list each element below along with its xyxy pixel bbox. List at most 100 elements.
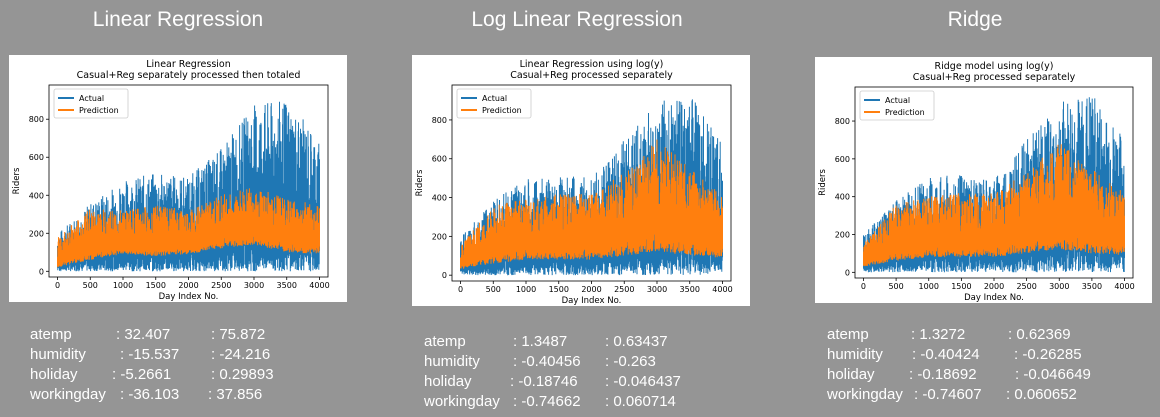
x-tick-label: 2000 xyxy=(178,281,198,290)
x-axis-label: Day Index No. xyxy=(159,292,219,302)
x-tick-label: 2000 xyxy=(581,285,601,294)
coef-value-b: : -0.26285 xyxy=(1014,346,1082,363)
coef-name: humidity xyxy=(424,353,480,370)
coef-value-a: : -15.537 xyxy=(120,346,180,363)
coef-name: humidity xyxy=(827,346,883,363)
coef-name: holiday xyxy=(424,373,472,390)
y-tick-label: 200 xyxy=(29,229,44,238)
coef-value-a: : 1.3272 xyxy=(911,326,966,343)
coef-value-b: : 0.62369 xyxy=(1008,326,1071,343)
y-tick-label: 400 xyxy=(29,191,44,200)
heading-log-linear-regression: Log Linear Regression xyxy=(471,8,683,31)
y-tick-label: 800 xyxy=(432,116,447,125)
y-tick-label: 600 xyxy=(29,153,44,162)
coef-value-b: : -0.046437 xyxy=(605,373,681,390)
coef-name: holiday xyxy=(30,366,78,383)
x-tick-label: 500 xyxy=(83,281,98,290)
y-tick-label: 0 xyxy=(845,268,850,277)
chart-title-line: Casual+Reg processed separately xyxy=(913,72,1076,83)
coef-name: atemp xyxy=(30,326,72,343)
legend-label-prediction: Prediction xyxy=(885,108,925,117)
chart-title-line: Linear Regression xyxy=(146,59,231,70)
y-tick-label: 0 xyxy=(442,271,447,280)
x-axis-label: Day Index No. xyxy=(562,296,622,306)
y-axis-label: Riders xyxy=(415,169,425,196)
x-tick-label: 3500 xyxy=(1082,282,1102,291)
coef-value-b: : -24.216 xyxy=(211,346,271,363)
coef-value-b: : 37.856 xyxy=(208,386,263,403)
coef-value-b: : 0.29893 xyxy=(211,366,274,383)
y-tick-label: 0 xyxy=(39,267,44,276)
coef-value-b: : 75.872 xyxy=(211,326,266,343)
chart-ridge: Ridge model using log(y)Casual+Reg proce… xyxy=(818,61,1135,303)
legend-label-prediction: Prediction xyxy=(79,106,119,115)
legend-label-actual: Actual xyxy=(885,96,910,105)
x-tick-label: 0 xyxy=(861,282,866,291)
chart-panel-linear: Linear Regression Casual+Reg separately p… xyxy=(9,55,347,302)
x-tick-label: 3000 xyxy=(244,281,264,290)
coef-name: workingday xyxy=(827,386,903,403)
y-tick-label: 200 xyxy=(432,232,447,241)
coef-name: holiday xyxy=(827,366,875,383)
chart-panel-ridge: Ridge model using log(y) Casual+Reg proce… xyxy=(815,57,1152,303)
x-tick-label: 1500 xyxy=(146,281,166,290)
x-tick-label: 2500 xyxy=(1016,282,1036,291)
coef-value-a: : -0.74662 xyxy=(513,393,581,410)
x-tick-label: 1500 xyxy=(951,282,971,291)
coef-value-a: : -0.40424 xyxy=(912,346,980,363)
coef-name: workingday xyxy=(424,393,500,410)
coef-value-a: : 32.407 xyxy=(116,326,171,343)
series-prediction-line xyxy=(863,144,1125,267)
series-prediction-line xyxy=(460,139,723,269)
coef-value-a: : -0.18692 xyxy=(909,366,977,383)
x-tick-label: 3000 xyxy=(1049,282,1069,291)
chart-panel-log-linear: Linear Regression using log(y) Casual+Reg… xyxy=(412,55,750,306)
x-axis-label: Day Index No. xyxy=(964,293,1024,303)
x-tick-label: 0 xyxy=(55,281,60,290)
legend-label-prediction: Prediction xyxy=(482,106,522,115)
coef-name: atemp xyxy=(827,326,869,343)
coef-value-b: : 0.060714 xyxy=(605,393,676,410)
x-tick-label: 2500 xyxy=(211,281,231,290)
legend-label-actual: Actual xyxy=(482,94,507,103)
x-tick-label: 2000 xyxy=(984,282,1004,291)
x-tick-label: 500 xyxy=(486,285,501,294)
coef-value-b: : -0.263 xyxy=(605,353,656,370)
coef-value-a: : -5.2661 xyxy=(112,366,172,383)
coef-value-a: : 1.3487 xyxy=(513,333,568,350)
coef-name: humidity xyxy=(30,346,86,363)
y-tick-label: 800 xyxy=(29,115,44,124)
y-axis-label: Riders xyxy=(818,169,828,196)
coef-value-b: : -0.046649 xyxy=(1015,366,1091,383)
chart-title-line: Casual+Reg separately processed then tot… xyxy=(77,70,301,81)
legend-label-actual: Actual xyxy=(79,94,104,103)
chart-title-line: Casual+Reg processed separately xyxy=(510,70,673,81)
coef-value-a: : -0.40456 xyxy=(513,353,581,370)
coef-name: workingday xyxy=(30,386,106,403)
coef-value-b: : 0.63437 xyxy=(605,333,668,350)
coef-value-a: : -0.18746 xyxy=(510,373,578,390)
coef-value-b: : 0.060652 xyxy=(1006,386,1077,403)
x-tick-label: 1000 xyxy=(516,285,536,294)
y-tick-label: 600 xyxy=(835,155,850,164)
x-tick-label: 0 xyxy=(458,285,463,294)
chart-title-line: Ridge model using log(y) xyxy=(935,61,1054,72)
chart-title-line: Linear Regression using log(y) xyxy=(520,59,664,70)
y-tick-label: 400 xyxy=(835,193,850,202)
y-tick-label: 200 xyxy=(835,231,850,240)
coef-value-a: : -0.74607 xyxy=(914,386,982,403)
x-tick-label: 3000 xyxy=(647,285,667,294)
y-tick-label: 400 xyxy=(432,194,447,203)
x-tick-label: 1000 xyxy=(113,281,133,290)
coef-name: atemp xyxy=(424,333,466,350)
x-tick-label: 500 xyxy=(888,282,903,291)
y-tick-label: 600 xyxy=(432,155,447,164)
x-tick-label: 4000 xyxy=(712,285,732,294)
x-tick-label: 1000 xyxy=(919,282,939,291)
heading-linear-regression: Linear Regression xyxy=(92,8,264,31)
series-prediction-line xyxy=(57,188,320,268)
coef-value-a: : -36.103 xyxy=(120,386,180,403)
x-tick-label: 4000 xyxy=(1114,282,1134,291)
x-tick-label: 1500 xyxy=(549,285,569,294)
